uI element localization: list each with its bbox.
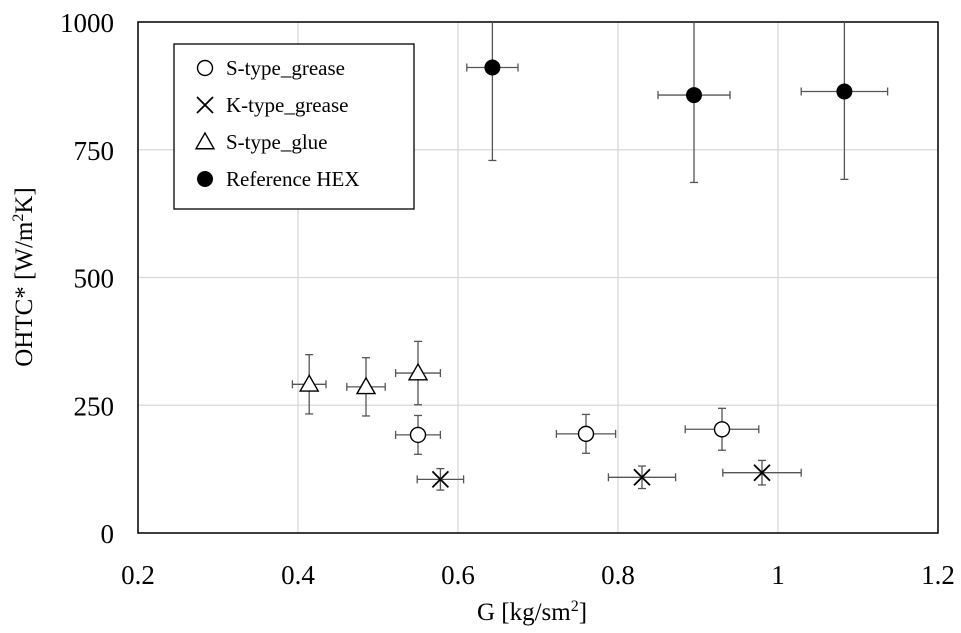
x-tick-label: 0.2 bbox=[121, 560, 155, 590]
legend-item: K-type_grease bbox=[196, 93, 348, 117]
legend: S-type_grease K-type_grease S-type_glue Ref… bbox=[173, 43, 415, 210]
series-k-type-grease bbox=[416, 459, 802, 491]
marker-x-stroke bbox=[196, 96, 214, 114]
marker-dot bbox=[197, 171, 213, 187]
marker-circle bbox=[713, 421, 731, 438]
data-point bbox=[416, 467, 465, 491]
y-tick-label: 1000 bbox=[60, 8, 114, 38]
series-s-type-glue bbox=[291, 340, 442, 417]
legend-item: S-type_glue bbox=[194, 130, 327, 154]
y-tick-label: 0 bbox=[101, 519, 115, 549]
legend-item: S-type_grease bbox=[196, 56, 345, 80]
marker-triangle bbox=[355, 376, 377, 395]
legend-item: Reference HEX bbox=[197, 167, 360, 191]
point-marker bbox=[355, 376, 377, 395]
marker-dot bbox=[836, 83, 853, 100]
data-point bbox=[684, 407, 760, 451]
data-point bbox=[466, 22, 519, 162]
legend-marker bbox=[194, 131, 216, 150]
x-tick-label: 0.4 bbox=[281, 560, 315, 590]
point-marker bbox=[686, 87, 702, 104]
x-tick-label: 1 bbox=[771, 560, 785, 590]
x-tick-labels: 0.2 0.4 0.6 0.8 1 1.2 bbox=[121, 560, 955, 590]
point-marker bbox=[836, 83, 853, 100]
data-point bbox=[607, 465, 677, 490]
y-tick-label: 500 bbox=[74, 264, 115, 294]
y-axis-title: OHTC* [W/m2K] bbox=[10, 187, 38, 367]
x-tick-label: 0.8 bbox=[601, 560, 635, 590]
marker-x-stroke bbox=[753, 464, 771, 482]
x-axis-title: G [kg/sm2] bbox=[477, 598, 587, 626]
legend-label: Reference HEX bbox=[226, 167, 360, 191]
marker-triangle bbox=[407, 362, 429, 381]
marker-triangle bbox=[298, 373, 320, 392]
data-point bbox=[394, 414, 442, 455]
plot-area-frame bbox=[137, 21, 939, 534]
data-point bbox=[346, 357, 386, 417]
point-marker bbox=[409, 426, 427, 444]
point-marker bbox=[407, 362, 429, 381]
data-point bbox=[657, 22, 731, 184]
legend-label: S-type_glue bbox=[226, 130, 327, 154]
legend-label: S-type_grease bbox=[226, 56, 345, 80]
marker-circle bbox=[196, 59, 214, 77]
legend-label: K-type_grease bbox=[226, 93, 348, 117]
y-tick-label: 750 bbox=[74, 136, 115, 166]
legend-marker bbox=[196, 59, 214, 77]
point-marker bbox=[484, 59, 501, 76]
y-tick-label: 250 bbox=[74, 391, 115, 421]
legend-box bbox=[173, 43, 415, 210]
legend-marker bbox=[197, 171, 213, 187]
data-point bbox=[800, 22, 889, 181]
marker-circle bbox=[409, 426, 427, 444]
x-tick-label: 1.2 bbox=[921, 560, 955, 590]
data-series bbox=[291, 22, 889, 491]
legend-marker bbox=[196, 96, 214, 114]
data-point bbox=[722, 459, 802, 486]
point-marker bbox=[298, 373, 320, 392]
point-marker bbox=[753, 464, 771, 482]
point-marker bbox=[713, 421, 731, 438]
y-tick-labels: 0 250 500 750 1000 bbox=[60, 8, 114, 549]
point-marker bbox=[577, 425, 595, 443]
marker-dot bbox=[484, 59, 501, 76]
data-point bbox=[291, 354, 327, 415]
series-s-type-grease bbox=[394, 407, 760, 455]
marker-x-stroke bbox=[431, 470, 450, 488]
marker-dot bbox=[686, 87, 702, 104]
series-reference-hex bbox=[466, 22, 889, 184]
point-marker bbox=[633, 468, 651, 486]
marker-circle bbox=[577, 425, 595, 443]
data-point bbox=[555, 413, 617, 454]
marker-x-stroke bbox=[633, 468, 651, 486]
point-marker bbox=[431, 470, 450, 488]
x-tick-label: 0.6 bbox=[441, 560, 475, 590]
marker-triangle bbox=[194, 131, 216, 150]
data-point bbox=[394, 340, 442, 406]
